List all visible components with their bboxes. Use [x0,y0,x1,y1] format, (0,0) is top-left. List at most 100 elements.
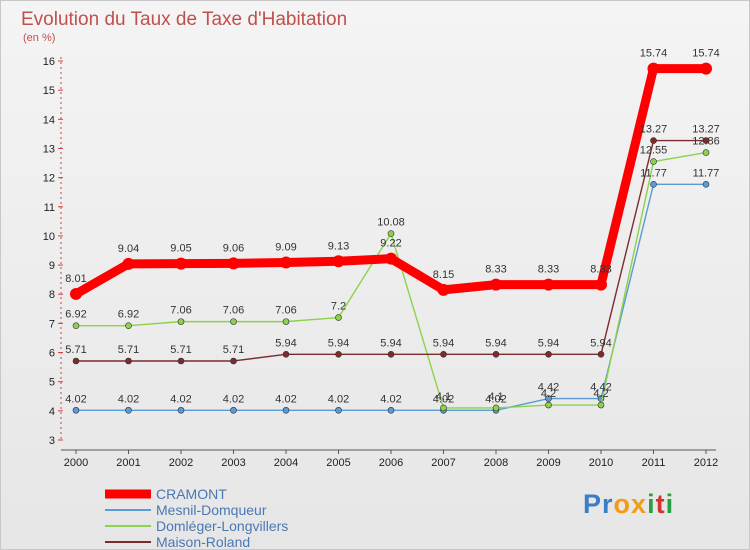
data-label: 9.05 [170,243,191,255]
point-domleger-longvillers [282,318,290,325]
legend-entry: Mesnil-Domqueur [156,502,267,518]
point-mesnil-domqueur [702,181,710,188]
point-domleger-longvillers [177,318,185,325]
point-domleger-longvillers [72,322,80,330]
x-tick-label: 2002 [169,457,193,469]
data-label: 4.02 [65,393,86,405]
data-label: 9.04 [118,243,139,255]
logo-letter: i [647,489,656,519]
point-cramont [175,257,187,270]
data-label: 5.94 [380,337,401,349]
data-label: 4.2 [593,388,608,400]
legend-entry: Domléger-Longvillers [156,518,288,534]
logo-letter: o [613,489,632,519]
y-tick-label: 9 [49,260,55,272]
data-label: 9.22 [380,238,401,250]
point-domleger-longvillers [387,230,395,237]
x-tick-label: 2012 [694,457,718,469]
y-tick-label: 10 [43,231,55,243]
y-tick-label: 4 [49,406,55,418]
point-maison-roland [492,350,500,358]
data-label: 5.71 [223,344,244,356]
proxiti-logo: Proxiti [583,489,674,520]
data-label: 5.94 [590,337,611,349]
data-label: 15.74 [640,48,668,60]
y-tick-label: 7 [49,318,55,330]
x-tick-label: 2001 [116,457,140,469]
point-cramont [227,257,240,270]
point-mesnil-domqueur [545,395,552,402]
point-domleger-longvillers [230,318,237,325]
point-maison-roland [282,350,290,358]
logo-letter: x [631,489,648,519]
data-label: 4.02 [328,393,349,405]
point-mesnil-domqueur [72,406,80,414]
data-label: 4.02 [380,393,401,405]
data-label: 5.94 [433,337,454,349]
data-label: 8.33 [485,264,506,276]
point-maison-roland [125,357,132,365]
y-tick-label: 12 [43,173,55,185]
x-tick-label: 2006 [379,457,403,469]
legend: CRAMONTMesnil-DomqueurDomléger-Longville… [105,486,288,549]
data-label: 4.02 [275,393,296,405]
data-label: 9.06 [223,242,244,254]
data-label: 4.42 [538,382,559,394]
x-tick-label: 2003 [221,457,245,469]
data-label: 4.02 [223,393,244,405]
data-label: 5.71 [170,344,191,356]
x-tick-label: 2007 [431,457,455,469]
series-layer [70,62,712,414]
data-label: 12.86 [692,136,720,148]
axes: 3 4 5 6 7 8 9 10 11 12 13 14 15 16 2000 2001 2002 2003 200… [43,56,718,469]
data-label: 4.1 [436,391,451,403]
data-label: 15.74 [692,48,720,60]
data-label: 13.27 [640,124,668,136]
point-mesnil-domqueur [125,406,132,414]
data-label: 7.06 [275,305,296,317]
logo-letter: P [583,489,603,519]
data-label: 7.06 [223,305,244,317]
y-tick-label: 5 [49,377,55,389]
y-tick-label: 13 [43,143,55,155]
data-label: 6.92 [65,309,86,321]
x-tick-label: 2004 [274,457,298,469]
point-mesnil-domqueur [650,181,657,188]
data-label: 9.09 [275,241,296,253]
point-cramont [280,256,292,269]
data-label: 7.06 [170,305,191,317]
x-tick-label: 2008 [484,457,508,469]
x-tick-label: 2010 [589,457,613,469]
x-tick-label: 2009 [536,457,560,469]
data-label: 4.42 [590,382,611,394]
point-mesnil-domqueur [387,406,395,414]
point-maison-roland [650,137,657,144]
y-tick-label: 16 [43,56,55,68]
point-cramont [385,252,397,265]
point-maison-roland [702,137,710,144]
data-label: 5.94 [328,337,349,349]
logo-letter: t [655,489,666,519]
data-label: 5.94 [275,337,296,349]
point-cramont [542,278,555,291]
data-label: 5.71 [118,344,139,356]
point-cramont [700,62,712,75]
point-cramont [122,257,135,270]
data-label: 13.27 [692,124,720,136]
legend-entry: CRAMONT [156,486,227,502]
data-label: 5.94 [485,337,506,349]
data-label: 5.94 [538,337,559,349]
point-cramont [647,62,660,75]
point-cramont [332,255,345,268]
logo-letter: r [602,489,614,519]
data-label: 11.77 [640,167,667,179]
point-domleger-longvillers [650,158,657,165]
data-label: 4.02 [485,393,506,405]
data-label: 8.01 [65,273,86,285]
point-cramont [490,278,502,291]
data-labels: 8.01 9.04 9.05 9.06 9.09 9.13 9.22 8.15 8.33 8.33… [65,48,719,406]
chart-subtitle: (en %) [23,32,55,44]
y-tick-label: 8 [49,289,55,301]
point-domleger-longvillers [702,149,710,156]
